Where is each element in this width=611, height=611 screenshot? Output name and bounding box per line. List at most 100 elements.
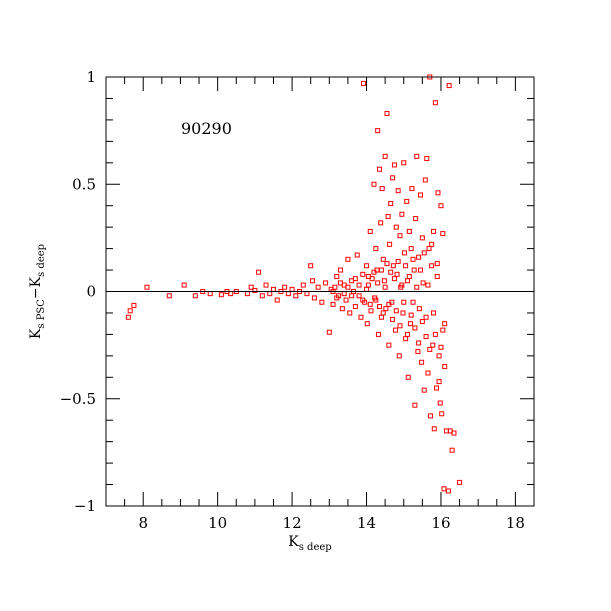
data-point xyxy=(438,203,444,209)
data-point xyxy=(439,411,445,417)
data-point xyxy=(267,291,273,297)
data-point xyxy=(378,220,384,226)
data-point xyxy=(440,327,446,333)
data-point xyxy=(409,186,415,192)
data-point xyxy=(248,284,254,290)
data-point xyxy=(285,291,291,297)
tick-labels: 8 10 12 14 16 18 −1 −0.5 0 0.5 1 xyxy=(60,68,525,532)
data-point xyxy=(332,284,338,290)
data-point xyxy=(192,293,198,299)
data-point xyxy=(410,256,416,262)
data-point xyxy=(415,349,421,355)
data-point xyxy=(404,278,410,284)
data-point xyxy=(323,280,329,286)
data-point xyxy=(451,430,457,436)
data-point xyxy=(399,282,405,288)
data-point xyxy=(386,301,392,307)
data-point xyxy=(404,331,410,337)
data-point xyxy=(408,246,414,252)
data-point xyxy=(414,284,420,290)
data-point xyxy=(244,291,250,297)
y-axis-label-sub1: s PSC xyxy=(36,299,47,329)
data-point xyxy=(352,276,358,282)
data-point xyxy=(382,284,388,290)
x-tick-label: 8 xyxy=(138,514,148,532)
data-point xyxy=(364,321,370,327)
data-point xyxy=(437,400,443,406)
data-point xyxy=(274,297,280,303)
data-point xyxy=(349,293,355,299)
data-point xyxy=(347,310,353,316)
data-point xyxy=(360,271,366,277)
plot-frame xyxy=(105,76,535,507)
data-point xyxy=(383,306,389,312)
data-point xyxy=(315,284,321,290)
data-point xyxy=(144,284,150,290)
data-point xyxy=(385,213,391,219)
data-point xyxy=(368,308,374,314)
x-tick-label: 14 xyxy=(357,514,376,532)
data-point xyxy=(375,128,381,134)
data-point xyxy=(397,233,403,239)
data-point xyxy=(371,269,377,275)
data-point xyxy=(367,301,373,307)
data-point xyxy=(131,302,137,308)
data-point xyxy=(181,282,187,288)
data-point xyxy=(125,314,131,320)
data-point xyxy=(431,310,437,316)
data-point xyxy=(419,359,425,365)
data-point xyxy=(311,295,317,301)
y-tick-label: 1 xyxy=(86,68,96,86)
data-point xyxy=(339,306,345,312)
data-point xyxy=(403,263,409,269)
data-point xyxy=(432,100,438,106)
data-point xyxy=(401,250,407,256)
data-point xyxy=(354,252,360,258)
data-point xyxy=(375,280,381,286)
data-point xyxy=(438,344,444,350)
data-point xyxy=(358,314,364,320)
y-axis-label: Ks PSC−Ks deep xyxy=(28,244,47,339)
data-point xyxy=(419,319,425,325)
data-point xyxy=(373,297,379,303)
data-point xyxy=(431,228,437,234)
data-point xyxy=(391,162,397,168)
data-point xyxy=(365,282,371,288)
data-point xyxy=(410,299,416,305)
data-point xyxy=(442,321,448,327)
data-point xyxy=(416,306,422,312)
data-point xyxy=(446,83,452,89)
data-point xyxy=(399,211,405,217)
data-point xyxy=(282,284,288,290)
data-point xyxy=(378,314,384,320)
data-point xyxy=(434,273,440,279)
data-point xyxy=(400,310,406,316)
data-points xyxy=(125,74,463,494)
data-point xyxy=(390,316,396,322)
data-point xyxy=(310,278,316,284)
data-point xyxy=(396,353,402,359)
data-point xyxy=(429,241,435,247)
data-point xyxy=(377,304,383,310)
data-point xyxy=(384,110,390,116)
data-point xyxy=(375,331,381,337)
data-point xyxy=(414,153,420,159)
data-point xyxy=(387,241,393,247)
x-axis-label-sub: s deep xyxy=(299,542,332,553)
y-axis-label-main2: K xyxy=(28,276,44,287)
x-axis-label-main: K xyxy=(288,534,299,550)
data-point xyxy=(382,153,388,159)
data-point xyxy=(380,310,386,316)
data-point xyxy=(427,346,433,352)
data-point xyxy=(127,308,133,314)
data-point xyxy=(431,426,437,432)
data-point xyxy=(256,269,262,275)
y-tick-label: 0 xyxy=(86,283,96,301)
data-point xyxy=(259,293,265,299)
data-point xyxy=(426,246,432,252)
x-axis-label: Ks deep xyxy=(288,534,331,553)
y-tick-label: −1 xyxy=(74,497,96,515)
data-point xyxy=(436,353,442,359)
data-point xyxy=(364,286,370,292)
data-point xyxy=(304,291,310,297)
